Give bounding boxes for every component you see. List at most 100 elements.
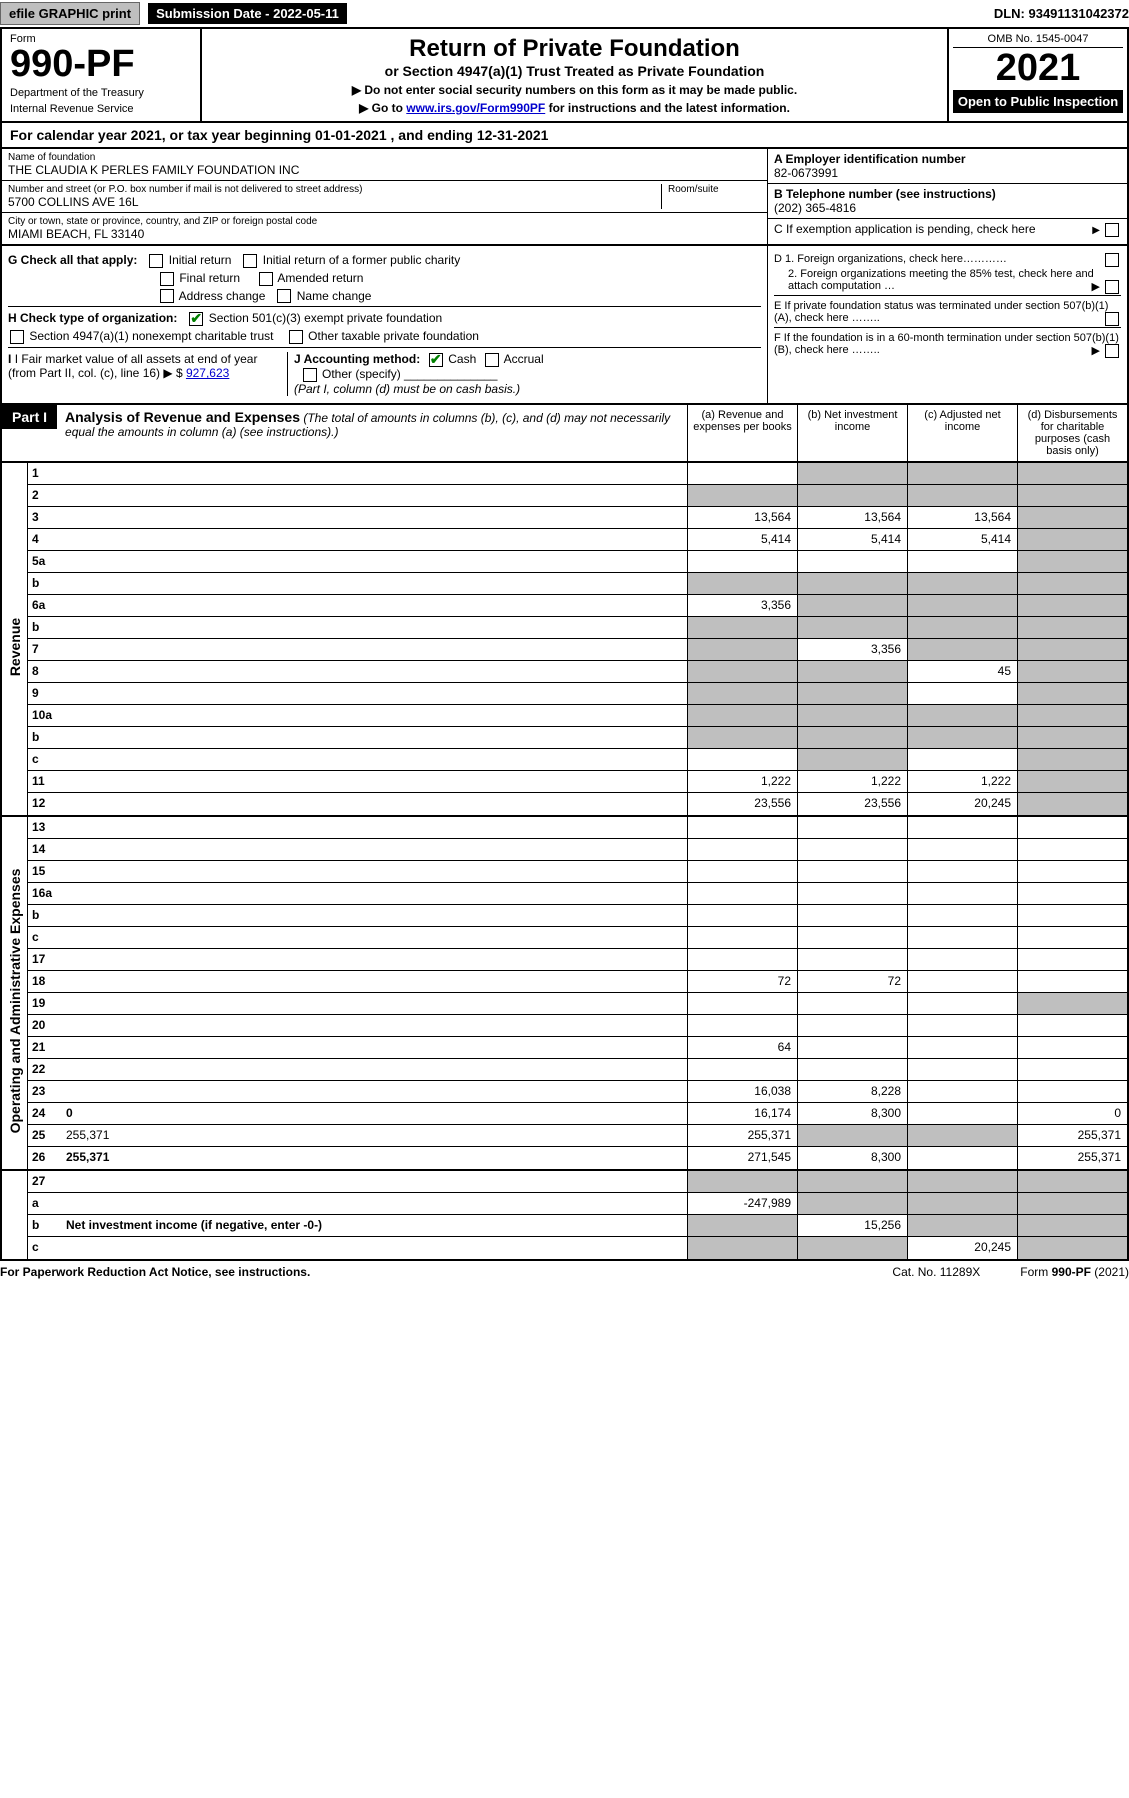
table-row: 19 — [28, 993, 1127, 1015]
line-description — [62, 905, 687, 926]
table-row: 187272 — [28, 971, 1127, 993]
line-description — [62, 1059, 687, 1080]
line-number: 12 — [28, 793, 62, 815]
foreign-org-checkbox[interactable] — [1105, 253, 1119, 267]
line-number: 22 — [28, 1059, 62, 1080]
line-description — [62, 661, 687, 682]
amount-col-c — [907, 463, 1017, 484]
table-row: b — [28, 727, 1127, 749]
table-row: 2316,0388,228 — [28, 1081, 1127, 1103]
final-return-checkbox[interactable] — [160, 272, 174, 286]
line-number: 26 — [28, 1147, 62, 1169]
amount-col-a: 16,174 — [687, 1103, 797, 1124]
cash-checkbox[interactable] — [429, 353, 443, 367]
amount-col-d — [1017, 617, 1127, 638]
other-method-checkbox[interactable] — [303, 368, 317, 382]
amount-col-c — [907, 971, 1017, 992]
line-number: 14 — [28, 839, 62, 860]
efile-print-button[interactable]: efile GRAPHIC print — [0, 2, 140, 25]
4947-checkbox[interactable] — [10, 330, 24, 344]
line27-rows: 27a-247,989bNet investment income (if ne… — [28, 1171, 1127, 1259]
terminated-checkbox[interactable] — [1105, 312, 1119, 326]
line-description — [62, 727, 687, 748]
paperwork-notice: For Paperwork Reduction Act Notice, see … — [0, 1265, 310, 1279]
amount-col-a: 3,356 — [687, 595, 797, 616]
line-number: 23 — [28, 1081, 62, 1102]
initial-former-checkbox[interactable] — [243, 254, 257, 268]
amount-col-b — [797, 1125, 907, 1146]
line-description — [62, 573, 687, 594]
amount-col-c — [907, 905, 1017, 926]
amount-col-d — [1017, 1193, 1127, 1214]
amount-col-a — [687, 861, 797, 882]
exemption-checkbox[interactable] — [1105, 223, 1119, 237]
amount-col-d — [1017, 883, 1127, 904]
amount-col-d — [1017, 1015, 1127, 1036]
amount-col-d — [1017, 1215, 1127, 1236]
amount-col-d — [1017, 683, 1127, 704]
col-d-header: (d) Disbursements for charitable purpose… — [1017, 405, 1127, 461]
amount-col-b — [797, 661, 907, 682]
amount-col-a: 72 — [687, 971, 797, 992]
line-description — [62, 949, 687, 970]
amount-col-c — [907, 1059, 1017, 1080]
line-description — [62, 817, 687, 838]
name-change-checkbox[interactable] — [277, 289, 291, 303]
amount-col-a — [687, 573, 797, 594]
amount-col-b — [797, 861, 907, 882]
table-row: c — [28, 749, 1127, 771]
501c3-checkbox[interactable] — [189, 312, 203, 326]
dept-irs: Internal Revenue Service — [10, 103, 192, 115]
amount-col-d — [1017, 927, 1127, 948]
line-number: c — [28, 749, 62, 770]
amount-col-d: 255,371 — [1017, 1125, 1127, 1146]
table-row: bNet investment income (if negative, ent… — [28, 1215, 1127, 1237]
table-row: 6a3,356 — [28, 595, 1127, 617]
amount-col-d: 255,371 — [1017, 1147, 1127, 1169]
amount-col-b — [797, 1037, 907, 1058]
line-number: 19 — [28, 993, 62, 1014]
part1-tag: Part I — [2, 405, 57, 429]
table-row: a-247,989 — [28, 1193, 1127, 1215]
amount-col-c — [907, 749, 1017, 770]
amount-col-d — [1017, 573, 1127, 594]
amended-checkbox[interactable] — [259, 272, 273, 286]
form990pf-link[interactable]: www.irs.gov/Form990PF — [406, 101, 545, 115]
omb-number: OMB No. 1545-0047 — [953, 33, 1123, 48]
table-row: 27 — [28, 1171, 1127, 1193]
amount-col-b — [797, 905, 907, 926]
fmv-link[interactable]: 927,623 — [186, 366, 229, 380]
open-public: Open to Public Inspection — [953, 90, 1123, 113]
foreign-85-checkbox[interactable] — [1105, 280, 1119, 294]
table-row: 22 — [28, 1059, 1127, 1081]
line-number: 13 — [28, 817, 62, 838]
accrual-checkbox[interactable] — [485, 353, 499, 367]
line-number: c — [28, 927, 62, 948]
amount-col-a: 271,545 — [687, 1147, 797, 1169]
table-row: 1223,55623,55620,245 — [28, 793, 1127, 815]
table-row: 25255,371255,371255,371 — [28, 1125, 1127, 1147]
amount-col-a — [687, 993, 797, 1014]
initial-return-checkbox[interactable] — [149, 254, 163, 268]
other-taxable-checkbox[interactable] — [289, 330, 303, 344]
line-description — [62, 883, 687, 904]
amount-col-b — [797, 1193, 907, 1214]
line-number: 5a — [28, 551, 62, 572]
line-number: 16a — [28, 883, 62, 904]
line-number: 21 — [28, 1037, 62, 1058]
line-number: c — [28, 1237, 62, 1259]
amount-col-d — [1017, 949, 1127, 970]
line-number: 1 — [28, 463, 62, 484]
line-description — [62, 1037, 687, 1058]
address-change-checkbox[interactable] — [160, 289, 174, 303]
line-number: 15 — [28, 861, 62, 882]
amount-col-b — [797, 1059, 907, 1080]
part1-header: Part I Analysis of Revenue and Expenses … — [0, 405, 1129, 463]
amount-col-b — [797, 705, 907, 726]
amount-col-b — [797, 551, 907, 572]
amount-col-a — [687, 927, 797, 948]
cat-number: Cat. No. 11289X — [892, 1265, 980, 1279]
line-description — [62, 1193, 687, 1214]
form-subtitle: or Section 4947(a)(1) Trust Treated as P… — [210, 63, 939, 79]
60month-checkbox[interactable] — [1105, 344, 1119, 358]
